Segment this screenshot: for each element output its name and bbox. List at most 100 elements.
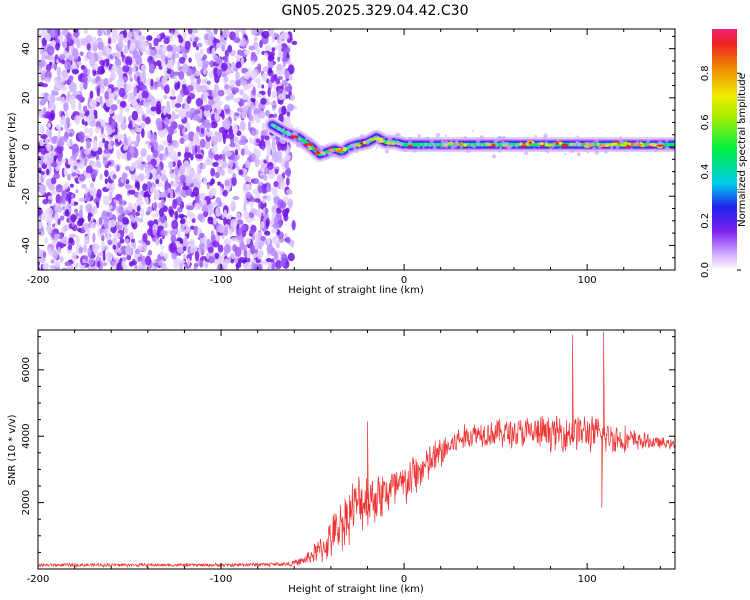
noise-blob xyxy=(199,260,203,268)
noise-blob xyxy=(202,68,207,76)
noise-blob xyxy=(229,79,236,88)
noise-blob xyxy=(118,87,126,98)
noise-blob xyxy=(67,54,75,61)
ridge-speckle xyxy=(428,144,432,147)
noise-blob xyxy=(142,114,146,122)
noise-blob xyxy=(284,169,291,176)
noise-blob xyxy=(109,191,113,201)
noise-blob xyxy=(163,221,168,229)
noise-blob xyxy=(247,106,252,116)
noise-blob xyxy=(38,231,45,237)
noise-blob xyxy=(133,31,138,40)
noise-blob xyxy=(183,151,190,160)
noise-blob xyxy=(84,121,88,127)
noise-blob xyxy=(147,249,153,256)
ridge-speckle xyxy=(292,130,296,134)
ridge-speckle xyxy=(293,138,297,142)
noise-blob xyxy=(181,185,190,191)
ridge-speckle xyxy=(507,146,510,149)
noise-blob xyxy=(130,98,137,107)
ridge-speckle xyxy=(387,138,391,142)
noise-blob xyxy=(139,45,147,53)
noise-blob xyxy=(83,243,88,253)
ridge-speckle xyxy=(356,151,358,154)
noise-blob xyxy=(203,97,208,104)
ridge-speckle xyxy=(309,138,314,143)
noise-blob xyxy=(184,103,191,113)
noise-blob xyxy=(219,187,223,196)
noise-blob xyxy=(150,106,157,112)
noise-blob xyxy=(145,172,150,179)
noise-blob xyxy=(135,71,142,78)
noise-blob xyxy=(87,247,92,258)
noise-blob xyxy=(94,264,98,270)
noise-blob xyxy=(254,36,258,42)
noise-blob xyxy=(111,29,118,35)
noise-blob xyxy=(107,37,112,45)
noise-blob xyxy=(230,200,234,209)
noise-blob xyxy=(122,217,129,225)
noise-blob xyxy=(48,183,53,188)
ridge-speckle xyxy=(576,135,579,138)
spectrogram-x-ticks: -200 -100 0 100 xyxy=(27,29,661,286)
noise-blob xyxy=(217,244,224,253)
noise-blob xyxy=(106,47,112,55)
noise-blob xyxy=(264,167,268,174)
noise-blob xyxy=(57,29,61,37)
noise-blob xyxy=(197,213,204,221)
ridge-speckle xyxy=(300,141,304,146)
ridge-speckle xyxy=(376,147,378,149)
noise-blob xyxy=(278,176,284,183)
noise-blob xyxy=(182,246,187,252)
noise-blob xyxy=(53,260,61,268)
noise-blob xyxy=(203,91,209,98)
ridge-speckle xyxy=(304,136,309,141)
noise-blob xyxy=(267,67,273,74)
ridge-speckle xyxy=(534,134,538,138)
noise-blob xyxy=(137,256,142,262)
spectrogram-x-tick-label: 0 xyxy=(401,275,407,286)
ridge-speckle xyxy=(276,126,281,131)
ridge-speckle xyxy=(477,138,481,143)
colorbar-ticks: 0.0 0.2 0.4 0.6 0.8 xyxy=(700,65,741,278)
ridge-speckle xyxy=(552,142,556,146)
ridge-speckle xyxy=(661,137,664,140)
noise-blob xyxy=(244,71,251,80)
noise-blob xyxy=(263,174,268,182)
ridge-speckle xyxy=(280,129,284,133)
noise-blob xyxy=(213,154,220,161)
noise-blob xyxy=(142,183,148,192)
noise-blob xyxy=(224,108,231,114)
noise-blob xyxy=(222,153,226,162)
noise-blob xyxy=(248,45,256,51)
noise-blob xyxy=(215,57,223,64)
noise-blob xyxy=(156,228,163,238)
noise-blob xyxy=(77,56,81,63)
noise-blob xyxy=(96,260,101,268)
noise-blob xyxy=(272,235,280,245)
noise-blob xyxy=(243,49,250,56)
ridge-speckle xyxy=(468,147,471,150)
noise-blob xyxy=(185,111,193,118)
noise-blob xyxy=(46,64,52,72)
noise-blob xyxy=(287,198,293,208)
spectrogram-frame xyxy=(37,28,676,271)
snr-x-tick-label: -200 xyxy=(27,574,50,585)
noise-blob xyxy=(98,216,103,226)
noise-blob xyxy=(217,181,222,186)
noise-blob xyxy=(106,29,111,35)
noise-blob xyxy=(162,152,167,161)
noise-blob xyxy=(65,117,71,125)
noise-blob xyxy=(38,60,46,68)
noise-blob xyxy=(284,86,292,92)
noise-blob xyxy=(87,213,92,223)
noise-blob xyxy=(176,246,184,254)
noise-blob xyxy=(116,164,120,172)
noise-blob xyxy=(254,99,259,108)
noise-blob xyxy=(55,77,62,81)
noise-blob xyxy=(265,142,272,151)
noise-blob xyxy=(194,109,201,115)
noise-blob xyxy=(284,161,290,169)
noise-blob xyxy=(50,259,55,264)
